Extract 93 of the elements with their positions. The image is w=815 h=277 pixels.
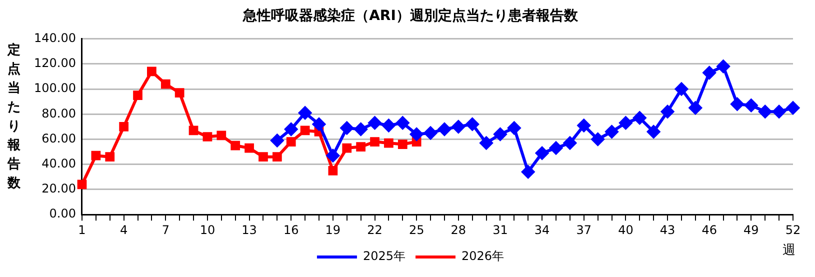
x-tick-label: 4 <box>120 222 128 237</box>
point <box>230 140 240 150</box>
x-tick-label: 31 <box>492 222 508 237</box>
legend-label: 2025年 <box>362 249 406 264</box>
x-tick-label: 10 <box>200 222 216 237</box>
point <box>661 105 674 118</box>
chart-title: 急性呼吸器感染症（ARI）週別定点当たり患者報告数 <box>242 7 579 24</box>
point <box>577 118 590 132</box>
point <box>368 116 382 130</box>
point <box>342 143 352 153</box>
point <box>174 88 184 98</box>
point <box>480 136 493 150</box>
point <box>702 66 716 80</box>
y-tick-label: 140.00 <box>34 30 76 45</box>
y-tick-label: 100.00 <box>34 81 76 96</box>
point <box>354 122 368 136</box>
point <box>591 132 604 146</box>
x-axis-title: 週 <box>782 242 796 258</box>
x-tick-label: 34 <box>534 222 550 237</box>
point <box>619 116 632 130</box>
point <box>356 142 366 152</box>
point <box>300 126 310 136</box>
point <box>384 138 394 148</box>
point <box>522 165 535 178</box>
x-tick-label: 1 <box>78 222 86 237</box>
point <box>147 66 156 76</box>
y-tick-label: 80.00 <box>42 106 76 120</box>
point <box>326 149 340 162</box>
point <box>452 120 465 134</box>
point <box>328 166 338 176</box>
y-tick-label: 20.00 <box>42 182 76 196</box>
point <box>647 125 660 138</box>
point <box>284 122 298 136</box>
point <box>370 137 380 146</box>
x-tick-label: 22 <box>367 222 382 237</box>
point <box>466 118 479 131</box>
point <box>772 105 786 118</box>
x-tick-label: 40 <box>618 222 634 237</box>
point <box>298 106 312 120</box>
point <box>91 150 101 160</box>
point <box>396 116 410 130</box>
point <box>563 136 576 150</box>
point <box>160 79 170 89</box>
point <box>549 142 562 155</box>
point <box>674 82 688 96</box>
point <box>244 143 254 153</box>
x-tick-label: 46 <box>702 222 717 237</box>
y-tick-label: 40.00 <box>42 156 76 170</box>
point <box>633 111 646 124</box>
point <box>410 128 424 141</box>
point <box>133 90 142 100</box>
x-tick-label: 7 <box>162 222 170 237</box>
point <box>272 152 282 162</box>
point <box>270 134 284 148</box>
point <box>438 122 451 136</box>
point <box>786 101 800 114</box>
point <box>340 121 354 134</box>
y-tick-label: 60.00 <box>42 131 76 146</box>
point <box>744 98 758 112</box>
x-tick-label: 16 <box>283 222 299 237</box>
x-tick-label: 52 <box>785 222 801 237</box>
point <box>286 137 296 146</box>
point <box>424 126 438 140</box>
point <box>688 101 702 114</box>
x-tick-label: 49 <box>744 222 759 237</box>
legend-label: 2026年 <box>462 249 504 264</box>
point <box>536 146 549 160</box>
point <box>494 128 507 141</box>
x-tick-label: 37 <box>576 222 592 237</box>
x-tick-label: 25 <box>408 222 424 237</box>
point <box>716 60 730 73</box>
point <box>119 122 128 132</box>
point <box>312 118 326 131</box>
y-axis-title: 定点当たり報告数 <box>6 42 22 192</box>
point <box>412 137 422 146</box>
point <box>202 132 212 142</box>
point <box>105 152 115 162</box>
point <box>398 140 408 149</box>
x-tick-label: 28 <box>450 222 466 237</box>
point <box>508 121 521 134</box>
x-tick-label: 43 <box>660 222 676 237</box>
point <box>188 126 198 136</box>
point <box>758 105 772 118</box>
y-tick-label: 120.00 <box>34 56 76 70</box>
point <box>216 130 226 140</box>
point <box>382 118 396 132</box>
x-tick-label: 13 <box>242 222 257 237</box>
y-tick-label: 0.00 <box>49 206 76 221</box>
x-tick-label: 19 <box>325 222 341 237</box>
point <box>258 152 268 162</box>
point <box>605 125 618 138</box>
point <box>730 98 744 111</box>
point <box>77 180 87 190</box>
